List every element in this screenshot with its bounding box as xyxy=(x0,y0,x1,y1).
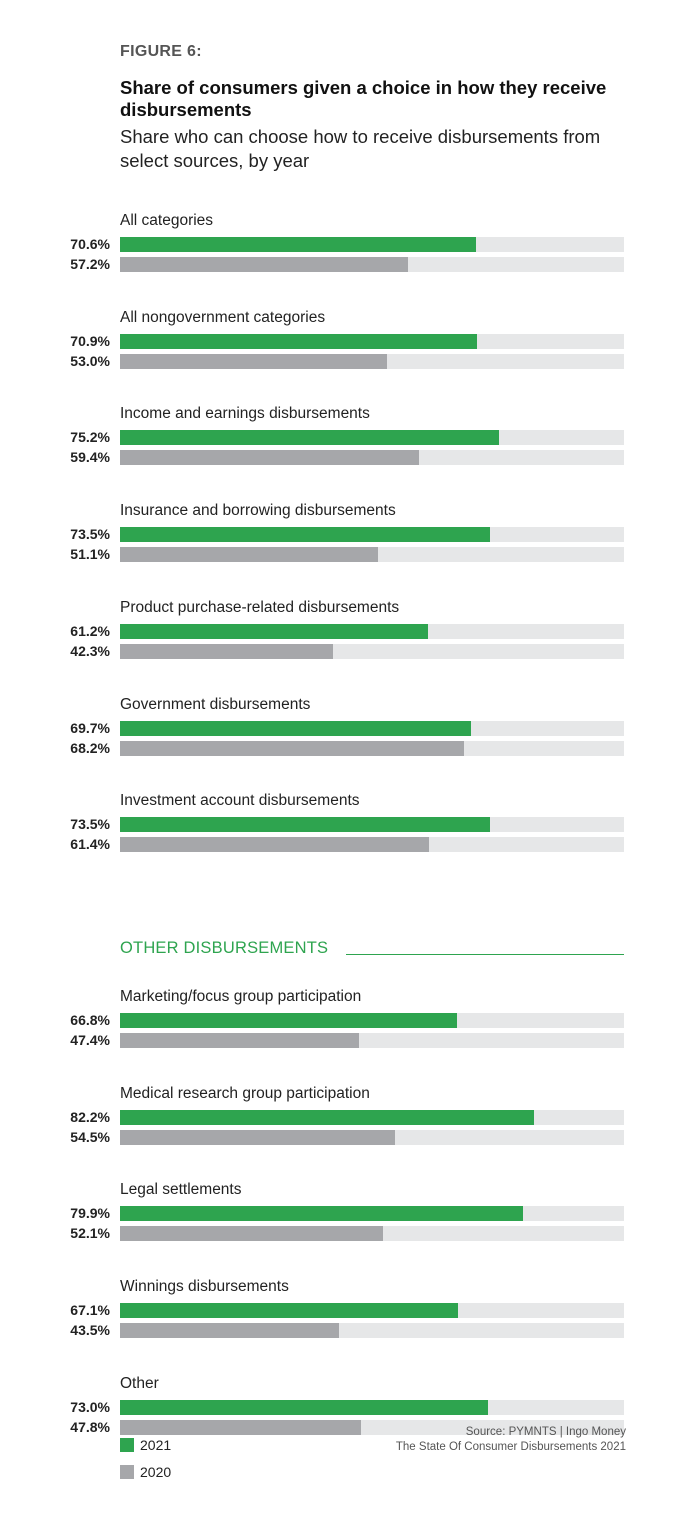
value-label-2021: 82.2% xyxy=(70,1108,110,1125)
value-label-2020: 42.3% xyxy=(70,642,110,659)
category-label: Legal settlements xyxy=(120,1181,242,1199)
bar-2020 xyxy=(120,740,464,756)
value-label-2021: 73.0% xyxy=(70,1398,110,1415)
category-label: All nongovernment categories xyxy=(120,308,326,326)
section-rule xyxy=(346,953,624,955)
bar-2021 xyxy=(120,1109,535,1125)
bar-2021 xyxy=(120,1012,457,1028)
category-label: Product purchase-related disbursements xyxy=(120,598,400,616)
bar-2021 xyxy=(120,237,476,252)
bar-2020 xyxy=(120,1129,395,1145)
bar-2021 xyxy=(120,333,478,349)
figure-label: FIGURE 6: xyxy=(120,43,202,60)
bar-2021 xyxy=(120,817,491,833)
bar-2020 xyxy=(120,1032,359,1048)
value-label-2020: 57.2% xyxy=(70,256,110,272)
value-label-2021: 75.2% xyxy=(70,429,110,446)
value-label-2021: 79.9% xyxy=(70,1205,110,1222)
legend-swatch-2021 xyxy=(120,1438,134,1452)
bar-2020 xyxy=(120,837,430,853)
source-line-1: Source: PYMNTS | Ingo Money xyxy=(465,1426,626,1438)
value-label-2020: 47.4% xyxy=(70,1031,110,1048)
value-label-2021: 70.6% xyxy=(70,236,110,252)
bar-2021 xyxy=(120,430,499,446)
bar-2020 xyxy=(120,643,334,659)
value-label-2021: 61.2% xyxy=(70,622,110,639)
category-label: Government disbursements xyxy=(120,695,311,713)
value-label-2020: 51.1% xyxy=(70,546,110,563)
source-line-2: The State Of Consumer Disbursements 2021 xyxy=(395,1440,626,1453)
value-label-2021: 73.5% xyxy=(70,526,110,543)
category-label: All categories xyxy=(120,212,214,229)
value-label-2020: 68.2% xyxy=(70,739,110,756)
source-note: Source: PYMNTS | Ingo Money The State Of… xyxy=(396,1425,626,1454)
bar-2020 xyxy=(120,1419,361,1435)
bar-2021 xyxy=(120,1399,488,1415)
value-label-2020: 54.5% xyxy=(70,1128,110,1145)
chart-title: Share of consumers given a choice in how… xyxy=(120,77,607,120)
value-label-2021: 66.8% xyxy=(70,1011,110,1028)
value-label-2020: 53.0% xyxy=(70,352,110,369)
bar-2020 xyxy=(120,450,420,466)
value-label-2021: 73.5% xyxy=(70,816,110,833)
category-label: Income and earnings disbursements xyxy=(120,405,370,423)
bar-2020 xyxy=(120,1323,340,1338)
value-label-2020: 47.8% xyxy=(70,1418,110,1435)
category-label: Marketing/focus group participation xyxy=(120,987,362,1005)
category-label: Investment account disbursements xyxy=(120,792,360,810)
value-label-2021: 67.1% xyxy=(70,1302,110,1318)
bar-2021 xyxy=(120,1206,523,1222)
chart-subtitle: Share who can choose how to receive disb… xyxy=(120,126,601,171)
value-label-2020: 59.4% xyxy=(70,449,110,466)
legend-label-2021: 2021 xyxy=(140,1437,172,1453)
value-label-2021: 69.7% xyxy=(70,719,110,736)
bar-2021 xyxy=(120,1303,459,1318)
category-label: Other xyxy=(120,1374,159,1392)
bar-2020 xyxy=(120,547,378,563)
bar-2020 xyxy=(120,1226,383,1242)
bar-2020 xyxy=(120,353,388,369)
section-title: OTHER DISBURSEMENTS xyxy=(120,938,329,957)
category-label: Insurance and borrowing disbursements xyxy=(120,502,396,520)
legend-label-2020: 2020 xyxy=(140,1464,172,1480)
bar-2020 xyxy=(120,257,409,272)
bar-2021 xyxy=(120,720,472,736)
value-label-2020: 52.1% xyxy=(70,1225,110,1242)
bar-2021 xyxy=(120,623,429,639)
category-label: Medical research group participation xyxy=(120,1084,370,1102)
legend-swatch-2020 xyxy=(120,1465,134,1479)
value-label-2020: 43.5% xyxy=(70,1322,110,1338)
category-label: Winnings disbursements xyxy=(120,1278,289,1295)
bar-2021 xyxy=(120,527,491,543)
value-label-2021: 70.9% xyxy=(70,332,110,349)
value-label-2020: 61.4% xyxy=(70,836,110,853)
